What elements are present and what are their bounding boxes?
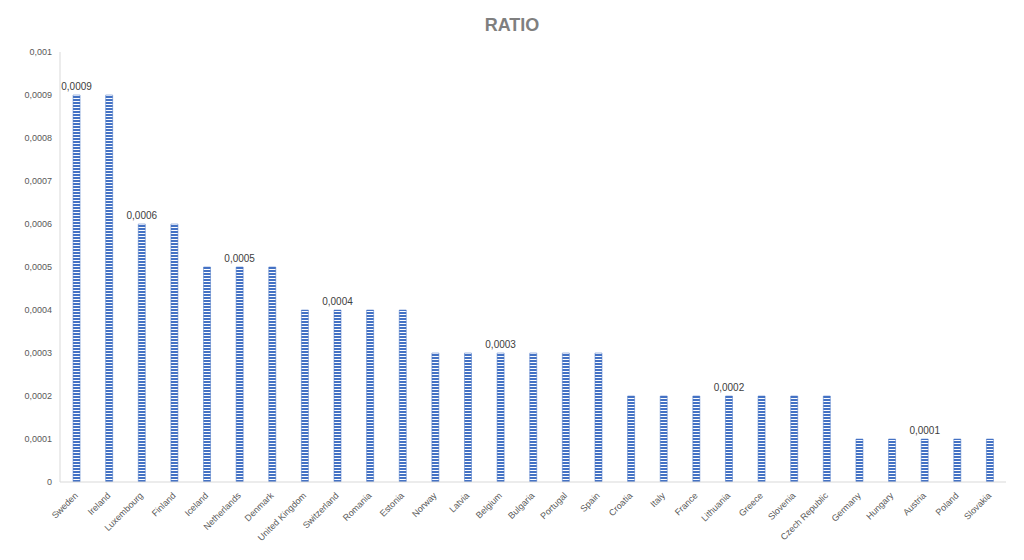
- svg-text:Finland: Finland: [150, 490, 178, 518]
- svg-text:0,0006: 0,0006: [126, 210, 157, 221]
- svg-text:Ireland: Ireland: [86, 490, 113, 517]
- svg-text:Greece: Greece: [737, 490, 765, 518]
- svg-text:Romania: Romania: [341, 490, 374, 523]
- svg-text:Germany: Germany: [829, 490, 863, 524]
- svg-text:0,0005: 0,0005: [24, 262, 52, 272]
- svg-text:0,0001: 0,0001: [909, 425, 940, 436]
- svg-text:Austria: Austria: [901, 490, 928, 517]
- svg-text:Slovakia: Slovakia: [962, 490, 993, 521]
- svg-text:0,0009: 0,0009: [24, 90, 52, 100]
- svg-text:0,0008: 0,0008: [24, 133, 52, 143]
- svg-text:Czech Republic: Czech Republic: [778, 490, 830, 542]
- svg-text:France: France: [673, 490, 700, 517]
- svg-text:United Kingdom: United Kingdom: [256, 490, 308, 542]
- svg-text:0,0009: 0,0009: [61, 81, 92, 92]
- svg-text:0,0002: 0,0002: [714, 382, 745, 393]
- svg-text:Switzerland: Switzerland: [301, 490, 341, 530]
- html-text:RATIO: RATIO: [484, 15, 540, 35]
- svg-text:Lithuania: Lithuania: [699, 490, 732, 523]
- svg-text:Bulgaria: Bulgaria: [506, 490, 536, 520]
- svg-text:Spain: Spain: [578, 490, 601, 513]
- svg-text:Sweden: Sweden: [50, 490, 80, 520]
- svg-text:Belgium: Belgium: [474, 490, 504, 520]
- svg-text:0,0004: 0,0004: [24, 305, 52, 315]
- svg-text:Poland: Poland: [934, 490, 961, 517]
- svg-text:0,0003: 0,0003: [24, 348, 52, 358]
- svg-text:Iceland: Iceland: [183, 490, 211, 518]
- svg-text:Italy: Italy: [648, 490, 667, 509]
- svg-text:Slovenia: Slovenia: [766, 490, 797, 521]
- svg-text:0,0002: 0,0002: [24, 391, 52, 401]
- svg-text:Denmark: Denmark: [243, 490, 276, 523]
- svg-text:0,0005: 0,0005: [224, 253, 255, 264]
- svg-text:Estonia: Estonia: [378, 490, 406, 518]
- svg-text:Norway: Norway: [410, 490, 439, 519]
- svg-text:Luxembourg: Luxembourg: [103, 490, 145, 532]
- svg-text:0,0001: 0,0001: [24, 434, 52, 444]
- svg-text:Netherlands: Netherlands: [202, 490, 244, 532]
- svg-text:0: 0: [47, 477, 52, 487]
- svg-text:0,0007: 0,0007: [24, 176, 52, 186]
- svg-text:0,0006: 0,0006: [24, 219, 52, 229]
- svg-text:Portugal: Portugal: [538, 490, 569, 521]
- svg-text:0,0004: 0,0004: [322, 296, 353, 307]
- svg-text:Latvia: Latvia: [447, 490, 471, 514]
- svg-text:0,0003: 0,0003: [485, 339, 516, 350]
- svg-text:0,001: 0,001: [29, 47, 52, 57]
- svg-text:Hungary: Hungary: [864, 490, 895, 521]
- svg-text:Croatia: Croatia: [607, 490, 635, 518]
